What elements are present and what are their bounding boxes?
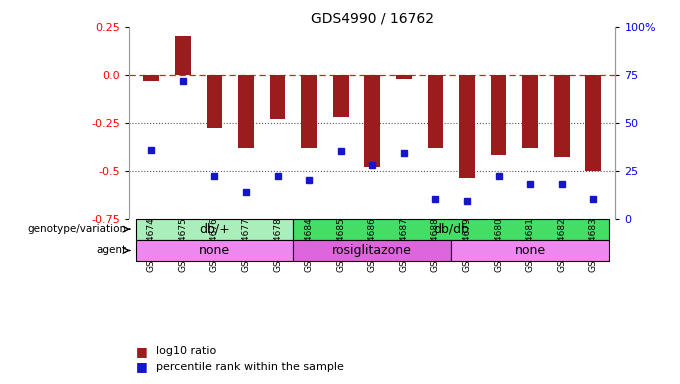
Bar [270,75,286,119]
Bar [522,75,538,147]
Bar [364,75,380,167]
Text: none: none [199,244,230,257]
Bar [135,218,293,240]
Bar [396,75,412,79]
Bar [585,75,601,170]
Text: ■: ■ [136,360,148,373]
Title: GDS4990 / 16762: GDS4990 / 16762 [311,12,434,26]
Bar [554,75,570,157]
Bar [293,218,609,240]
Text: log10 ratio: log10 ratio [156,346,217,356]
Text: db/db: db/db [433,223,469,236]
Text: genotype/variation: genotype/variation [28,224,126,234]
Text: ■: ■ [136,345,148,358]
Bar [452,240,609,261]
Bar [293,240,452,261]
Bar [301,75,317,147]
Text: rosiglitazone: rosiglitazone [333,244,412,257]
Bar [135,240,293,261]
Bar [238,75,254,147]
Text: none: none [515,244,546,257]
Text: percentile rank within the sample: percentile rank within the sample [156,362,344,372]
Bar [428,75,443,147]
Bar [207,75,222,129]
Text: db/+: db/+ [199,223,230,236]
Bar [333,75,349,117]
Bar [491,75,507,155]
Bar [143,75,159,81]
Bar [459,75,475,178]
Bar [175,36,191,75]
Text: agent: agent [97,245,126,255]
